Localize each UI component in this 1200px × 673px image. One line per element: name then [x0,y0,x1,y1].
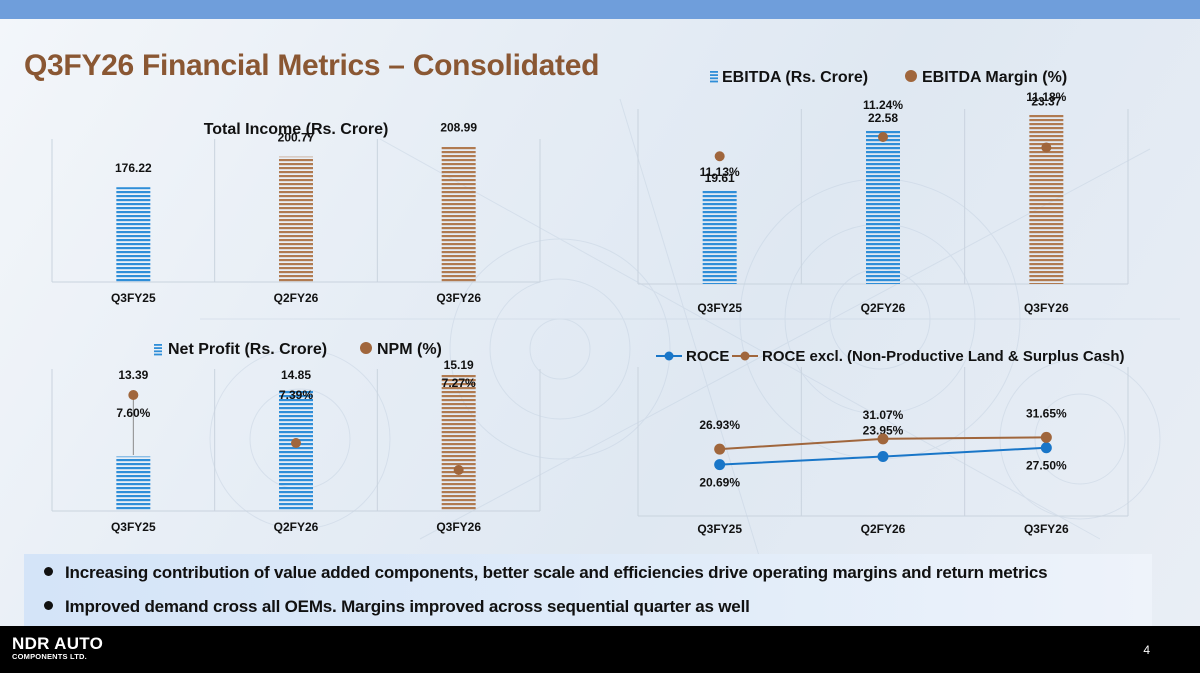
chart-title: Total Income (Rs. Crore) [204,121,389,138]
legend-swatch-npm-icon [360,342,372,354]
data-label: 7.60% [116,406,150,420]
legend-swatch-net-profit-icon [154,347,162,349]
bullet-text: Improved demand cross all OEMs. Margins … [65,597,750,616]
line-point [877,451,889,463]
legend-label: Net Profit (Rs. Crore) [168,341,327,358]
legend-swatch-ebitda-icon [710,80,718,83]
net-profit-chart: Net Profit (Rs. Crore) NPM (%) 13.39 7.60% Q… [51,341,541,534]
x-tick-label: Q3FY26 [436,291,481,305]
legend-swatch-net-profit-icon [154,350,162,353]
data-label: 208.99 [440,120,477,134]
legend-swatch-ebitda-icon [710,71,718,73]
data-label: 14.85 [281,368,311,382]
legend-label: NPM (%) [377,341,442,358]
page-number: 4 [1143,643,1150,657]
legend-label: ROCE [686,348,729,365]
data-label: 11.13% [700,165,740,179]
bar [116,187,151,282]
data-label: 23.95% [863,424,904,438]
legend-swatch-net-profit-icon [154,353,162,356]
x-tick-label: Q3FY26 [1024,301,1069,315]
data-label: 176.22 [115,161,152,175]
bar [866,129,900,284]
legend-label: EBITDA Margin (%) [922,69,1067,86]
npm-point [128,390,139,400]
data-label: 31.07% [863,408,904,422]
line-point [1040,431,1052,443]
bar [441,374,476,511]
footer-bar: NDR AUTO COMPONENTS LTD. 4 [0,626,1200,673]
legend-marker-roce-icon [664,351,674,361]
total-income-chart: Total Income (Rs. Crore) 176.22 Q3FY25 200.… [51,120,541,305]
x-tick-label: Q2FY26 [861,301,906,315]
line-point [714,443,726,455]
x-tick-label: Q2FY26 [861,522,906,536]
slide-body: Q3FY26 Financial Metrics – Consolidated … [0,19,1200,626]
data-label: 13.39 [118,368,148,382]
data-label: 20.69% [699,476,740,490]
bar [279,156,313,282]
bullet-dot-icon [44,601,53,611]
bullet-dot-icon [44,567,53,577]
legend-label: EBITDA (Rs. Crore) [722,69,868,86]
margin-point [878,132,888,142]
bullet-text: Increasing contribution of value added c… [65,563,1048,582]
data-label: 27.50% [1026,459,1067,473]
data-label: 15.19 [444,358,474,372]
top-accent-bar [0,0,1200,19]
npm-point [291,438,301,448]
x-tick-label: Q3FY26 [1024,522,1069,536]
x-tick-label: Q3FY25 [697,301,742,315]
data-label: 11.24% [863,98,903,112]
legend-swatch-net-profit-icon [154,344,162,346]
bar [279,389,313,511]
data-label: 26.93% [699,418,740,432]
bar [702,190,737,284]
legend-swatch-ebitda-icon [710,77,718,80]
legend-swatch-margin-icon [905,70,917,82]
roce-chart: ROCE ROCE excl. (Non-Productive Land & Su… [637,348,1129,536]
x-tick-label: Q2FY26 [274,291,319,305]
line-point [714,459,726,471]
bullet-item: Increasing contribution of value added c… [44,563,1048,583]
bar [1029,113,1064,284]
x-tick-label: Q3FY25 [697,522,742,536]
margin-point [1041,142,1052,153]
ebitda-chart: EBITDA (Rs. Crore) EBITDA Margin (%) 19.61… [637,69,1129,315]
slide-title: Q3FY26 Financial Metrics – Consolidated [24,49,600,82]
data-label: 11.18% [1026,90,1066,104]
bar [116,456,151,511]
key-takeaways-box: Increasing contribution of value added c… [24,554,1152,626]
x-tick-label: Q3FY26 [436,520,481,534]
logo-line-1: NDR AUTO [12,634,104,653]
line-point [877,433,889,445]
x-tick-label: Q3FY25 [111,520,156,534]
bullet-item: Improved demand cross all OEMs. Margins … [44,597,750,617]
bar [441,146,476,282]
data-label: 23.37 [1031,95,1061,109]
data-label: 200.77 [278,131,315,145]
x-tick-label: Q3FY25 [111,291,156,305]
data-label: 22.58 [868,111,898,125]
npm-point [453,465,464,475]
company-logo: NDR AUTO COMPONENTS LTD. [12,635,103,661]
legend-marker-roce-excl-icon [740,351,750,361]
data-label: 7.39% [279,388,313,402]
data-label: 31.65% [1026,406,1067,420]
legend-label: ROCE excl. (Non-Productive Land & Surplu… [762,348,1125,365]
margin-point [714,151,725,162]
data-label: 7.27% [442,376,476,390]
data-label: 19.61 [705,171,735,185]
x-tick-label: Q2FY26 [274,520,319,534]
logo-line-2: COMPONENTS LTD. [12,652,87,661]
legend-swatch-ebitda-icon [710,74,718,76]
line-point [1040,442,1052,454]
